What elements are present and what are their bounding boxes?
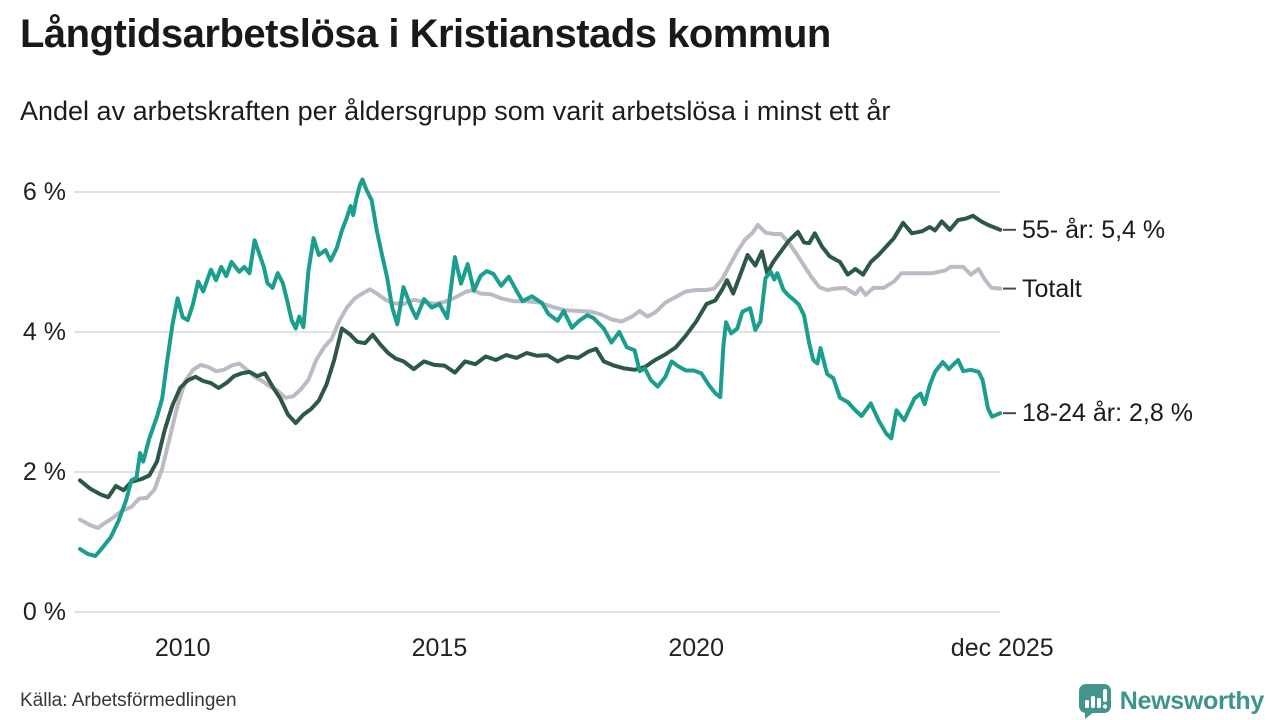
series-end-label-18-24-ar: 18-24 år: 2,8 %: [1022, 399, 1193, 428]
y-tick-label: 6 %: [22, 178, 66, 206]
page-title: Långtidsarbetslösa i Kristianstads kommu…: [20, 12, 831, 56]
series-line-55-ar: [78, 213, 1003, 500]
newsworthy-brand: Newsworthy: [1078, 683, 1264, 720]
x-tick-label: 2010: [154, 634, 211, 662]
newsworthy-logo-icon: [1078, 684, 1111, 719]
newsworthy-logo-text: Newsworthy: [1119, 687, 1265, 715]
series-end-label-55-ar: 55- år: 5,4 %: [1022, 215, 1166, 244]
source-note: Källa: Arbetsförmedlingen: [20, 690, 237, 711]
y-tick-label: 4 %: [22, 318, 66, 346]
series-line-18-24-ar: [78, 177, 1003, 558]
x-tick-label: 2020: [668, 634, 724, 662]
x-tick-label: 2015: [411, 634, 468, 662]
x-tick-label: dec 2025: [950, 634, 1054, 662]
chart-subtitle: Andel av arbetskraften per åldersgrupp s…: [20, 96, 891, 126]
y-tick-label: 2 %: [22, 458, 66, 486]
series-end-label-totalt: Totalt: [1022, 274, 1082, 303]
y-tick-label: 0 %: [22, 598, 66, 626]
